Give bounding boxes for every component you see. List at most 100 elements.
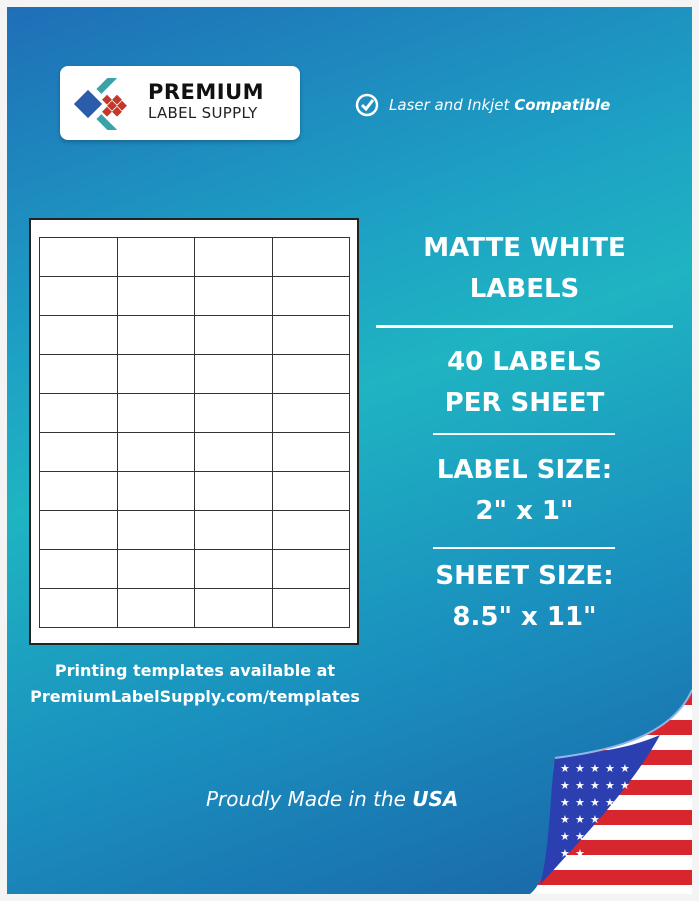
label-cell [272,355,350,394]
label-cell [272,238,350,277]
flag-star: ★ [590,779,600,792]
label-cell [117,238,195,277]
label-cell [272,589,350,628]
compatibility-bold: Compatible [514,96,611,114]
label-cell [117,316,195,355]
flag-star: ★ [575,813,585,826]
usa-flag-page-curl-icon: ★ ★ ★ ★ ★ ★ ★ ★ ★ ★ ★ ★ ★ ★ ★ ★ ★ ★ ★ ★ ★ ★ [530,689,693,894]
divider [433,547,615,549]
label-cell [195,394,273,433]
label-cell [195,355,273,394]
flag-star: ★ [590,762,600,775]
flag-star: ★ [560,762,570,775]
brand-subname: LABEL SUPPLY [148,104,258,122]
flag-star: ★ [575,762,585,775]
label-cell [195,238,273,277]
title-line1: MATTE WHITE [423,233,626,263]
label-cell [40,472,118,511]
flag-star: ★ [605,796,615,809]
label-cell [117,433,195,472]
flag-star: ★ [560,847,570,860]
logo-mark-icon [74,78,127,130]
label-cell [195,277,273,316]
flag-stripe [530,825,692,840]
label-cell [40,355,118,394]
made-in-usa: Proudly Made in the USA [206,787,458,811]
label-cell [195,472,273,511]
flag-star: ★ [590,796,600,809]
flag-star: ★ [605,762,615,775]
label-cell [195,316,273,355]
label-size-line1: LABEL SIZE: [436,455,613,485]
label-cell [40,550,118,589]
label-cell [272,472,350,511]
label-cell [117,277,195,316]
flag-star: ★ [590,830,600,843]
flag-stripe [530,870,692,885]
flag-stripe [530,810,692,825]
flag-star: ★ [560,813,570,826]
flag-star: ★ [560,796,570,809]
label-cell [40,316,118,355]
label-cell [272,550,350,589]
count-line1: 40 LABELS [447,347,602,377]
label-count: 40 LABELS PER SHEET [376,342,673,424]
flag-star: ★ [590,813,600,826]
label-cell [195,589,273,628]
flag-star: ★ [560,830,570,843]
divider [376,325,673,328]
label-cell [40,433,118,472]
divider [433,433,615,435]
label-cell [272,433,350,472]
flag-stripe [530,885,692,894]
label-cell [195,511,273,550]
sheet-size: SHEET SIZE: 8.5" x 11" [376,556,673,638]
flag-star: ★ [620,762,630,775]
templates-url: PremiumLabelSupply.com/templates [30,687,360,706]
label-cell [40,589,118,628]
product-title: MATTE WHITE LABELS [376,228,673,310]
title-line2: LABELS [469,274,580,304]
label-cell [117,511,195,550]
flag-star: ★ [575,779,585,792]
flag-stripe [530,855,692,870]
label-cell [117,472,195,511]
label-sheet-illustration [29,218,359,645]
label-cell [272,511,350,550]
label-cell [272,277,350,316]
compatibility-text: Laser and Inkjet [389,96,515,114]
flag-star: ★ [575,796,585,809]
templates-note: Printing templates available at PremiumL… [0,658,390,710]
sheet-size-line2: 8.5" x 11" [452,602,597,632]
flag-star: ★ [560,779,570,792]
label-grid [39,237,350,628]
label-cell [272,316,350,355]
label-cell [117,355,195,394]
label-cell [40,511,118,550]
label-cell [117,550,195,589]
check-circle-icon [355,93,379,117]
made-in-bold: USA [412,787,459,811]
label-cell [40,277,118,316]
flag-star: ★ [620,779,630,792]
sheet-size-line1: SHEET SIZE: [435,561,614,591]
flag-star: ★ [575,830,585,843]
compatibility-note: Laser and Inkjet Compatible [355,93,610,117]
brand-logo: PREMIUM LABEL SUPPLY [60,66,300,140]
label-size: LABEL SIZE: 2" x 1" [376,450,673,532]
count-line2: PER SHEET [444,388,605,418]
label-cell [40,238,118,277]
label-cell [195,433,273,472]
flag-star: ★ [605,779,615,792]
templates-line1: Printing templates available at [54,661,336,680]
label-cell [195,550,273,589]
label-cell [117,589,195,628]
flag-stripe [530,690,692,705]
label-cell [40,394,118,433]
flag-stripe [530,720,692,735]
brand-name: PREMIUM [148,80,265,104]
label-cell [272,394,350,433]
label-size-line2: 2" x 1" [475,496,574,526]
flag-star: ★ [575,847,585,860]
made-in-text: Proudly Made in the [206,787,413,811]
